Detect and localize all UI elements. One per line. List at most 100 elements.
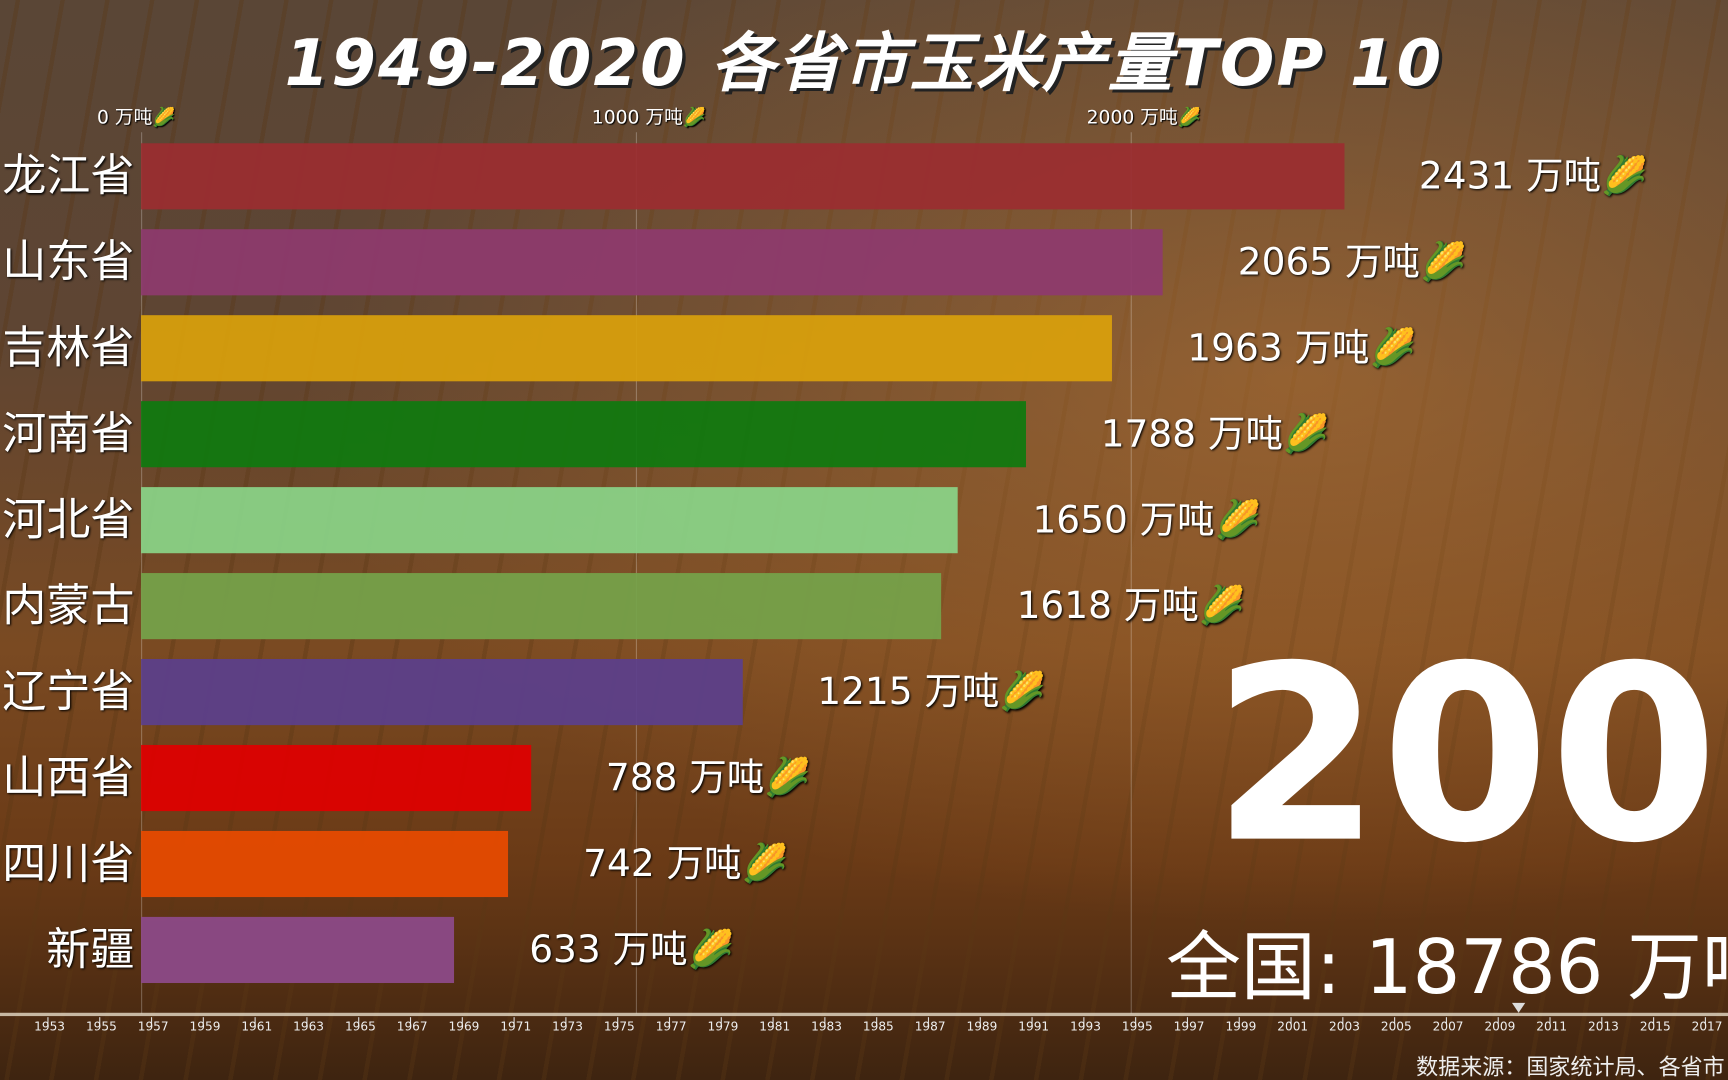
bar-value-label: 1215 万吨🌽	[817, 670, 1047, 715]
bar	[141, 659, 743, 726]
bar-category-label: 山东省	[2, 236, 135, 288]
bar	[141, 744, 531, 812]
timeline-year-label: 1971	[500, 1019, 532, 1034]
timeline-year-label: 1959	[189, 1019, 221, 1034]
bar-value-label: 788 万吨🌽	[605, 755, 811, 801]
grid-line	[1130, 132, 1132, 1014]
timeline-tick	[927, 1017, 930, 1024]
timeline-tick	[720, 1017, 722, 1024]
bar-category-label: 四川省	[2, 838, 135, 890]
grid-line	[141, 132, 143, 1014]
timeline-year-label: 1999	[1225, 1019, 1257, 1034]
timeline-axis[interactable]	[0, 1012, 1728, 1017]
bar-category-label: 辽宁省	[2, 666, 135, 718]
bar	[141, 315, 1113, 382]
bar-category-label: 河南省	[2, 408, 135, 460]
timeline-tick	[1135, 1017, 1137, 1024]
bar	[141, 830, 509, 898]
timeline-year-label: 1981	[759, 1019, 791, 1034]
x-tick-label: 1000 万吨🌽	[591, 106, 707, 129]
timeline-year-label: 2013	[1588, 1019, 1619, 1034]
timeline-tick	[1083, 1017, 1085, 1024]
chart-title: 1949-2020 各省市玉米产量TOP 10	[284, 25, 1444, 101]
bar-category-label: 内蒙古	[2, 580, 135, 632]
timeline-year-label: 2003	[1329, 1019, 1360, 1034]
bar	[141, 487, 958, 554]
timeline-year-label: 1993	[1070, 1019, 1101, 1034]
timeline-year-label: 1997	[1173, 1019, 1205, 1034]
timeline-year-label: 1965	[344, 1019, 376, 1034]
timeline-tick	[306, 1017, 308, 1024]
timeline-tick	[1290, 1017, 1292, 1024]
x-tick-label: 2000 万吨🌽	[1086, 106, 1202, 129]
bar-value-label: 1650 万吨🌽	[1032, 498, 1262, 543]
timeline-tick	[1445, 1017, 1447, 1024]
timeline-year-label: 1975	[603, 1019, 635, 1034]
timeline-tick	[1394, 1017, 1396, 1024]
timeline-year-label: 1953	[34, 1019, 66, 1034]
timeline-tick	[876, 1017, 878, 1024]
timeline-year-label: 2005	[1380, 1019, 1412, 1034]
timeline-year-label: 2009	[1484, 1019, 1516, 1034]
timeline-tick	[668, 1017, 671, 1024]
data-source: 数据来源：国家统计局、各省市	[1416, 1053, 1725, 1080]
timeline-year-label: 2017	[1691, 1019, 1723, 1034]
national-total: 全国: 18786 万吨🌽	[1165, 924, 1728, 1012]
timeline-tick	[254, 1017, 256, 1024]
timeline-tick	[99, 1017, 101, 1024]
timeline-tick	[979, 1017, 981, 1024]
timeline-year-label: 2007	[1432, 1019, 1464, 1034]
timeline-year-label: 1983	[811, 1019, 842, 1034]
bar-value-label: 1963 万吨🌽	[1187, 326, 1417, 371]
timeline-tick	[1497, 1017, 1499, 1024]
timeline-year-label: 1973	[552, 1019, 583, 1034]
bar-value-label: 2065 万吨🌽	[1237, 240, 1467, 285]
timeline-year-label: 1967	[396, 1019, 428, 1034]
timeline-year-label: 1969	[448, 1019, 480, 1034]
timeline-tick	[358, 1017, 360, 1024]
timeline-tick	[1601, 1017, 1603, 1024]
timeline-tick	[1549, 1017, 1551, 1024]
grid-line	[635, 132, 637, 1014]
timeline-tick	[772, 1017, 774, 1024]
bar-category-label: 龙江省	[2, 150, 135, 202]
timeline-year-label: 2011	[1536, 1019, 1568, 1034]
x-tick-label: 0 万吨🌽	[96, 106, 176, 129]
bar-category-label: 新疆	[46, 924, 135, 976]
timeline-tick	[1238, 1017, 1240, 1024]
timeline-tick	[1031, 1017, 1033, 1024]
bar-category-label: 河北省	[2, 494, 135, 546]
timeline-tick	[513, 1017, 515, 1024]
timeline-year-label: 1977	[655, 1019, 687, 1034]
bar-category-label: 吉林省	[2, 322, 135, 374]
bar-value-label: 633 万吨🌽	[529, 927, 735, 972]
bar	[141, 573, 942, 640]
timeline-tick	[1704, 1017, 1706, 1024]
timeline-year-label: 1955	[85, 1019, 117, 1034]
bar-category-label: 山西省	[2, 752, 135, 804]
timeline-year-label: 1995	[1121, 1019, 1153, 1034]
timeline-tick	[1342, 1017, 1344, 1024]
timeline-tick	[565, 1017, 567, 1024]
timeline-year-label: 1979	[707, 1019, 739, 1034]
timeline-tick	[409, 1017, 412, 1024]
timeline-year-label: 1985	[862, 1019, 894, 1034]
timeline-year-label: 1991	[1018, 1019, 1050, 1034]
bar	[141, 916, 455, 984]
timeline-marker[interactable]	[1511, 1002, 1525, 1013]
timeline-year-label: 1989	[966, 1019, 998, 1034]
timeline-tick	[824, 1017, 826, 1024]
timeline-tick	[1186, 1017, 1188, 1024]
bar	[141, 401, 1026, 468]
timeline-year-label: 1987	[914, 1019, 946, 1034]
bar-value-label: 2431 万吨🌽	[1418, 154, 1648, 199]
timeline-tick	[47, 1017, 49, 1024]
bar-value-label: 1618 万吨🌽	[1016, 584, 1246, 629]
current-year: 2009	[1212, 613, 1728, 896]
timeline-tick	[1653, 1017, 1655, 1024]
timeline-year-label: 1961	[241, 1019, 273, 1034]
timeline-year-label: 2001	[1277, 1019, 1309, 1034]
bar-value-label: 1788 万吨🌽	[1100, 412, 1330, 457]
timeline-year-label: 1957	[137, 1019, 169, 1034]
